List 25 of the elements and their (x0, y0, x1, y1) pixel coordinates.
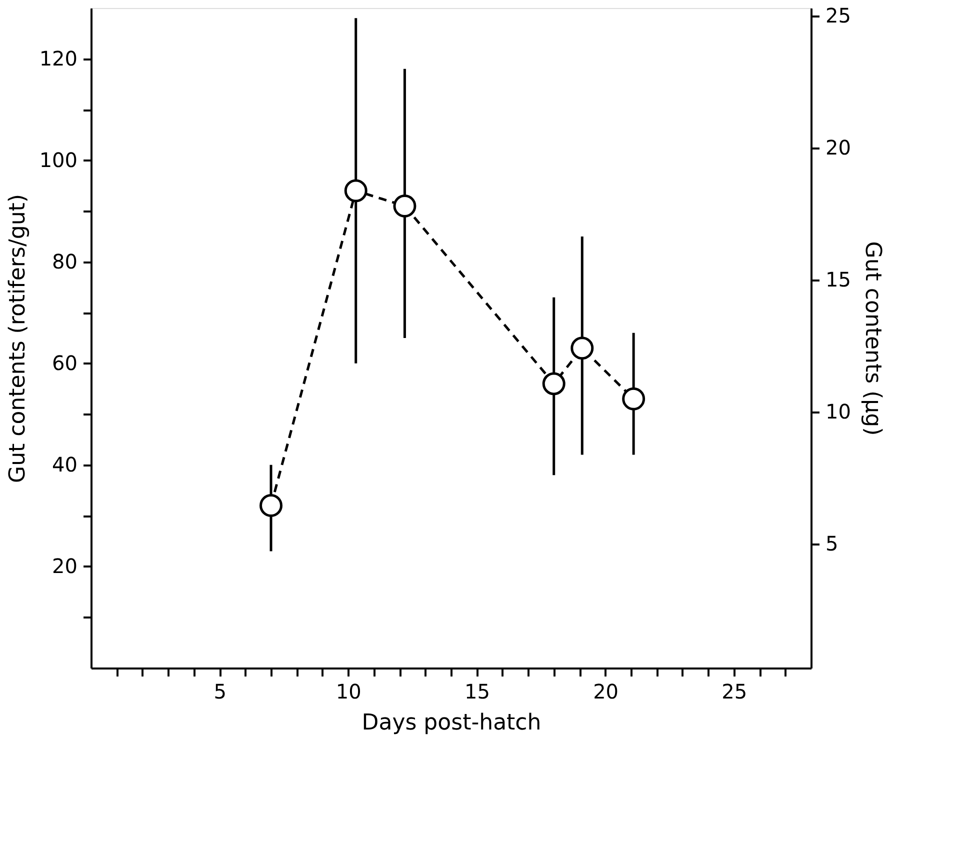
y2-axis-title: Gut contents (µg) (860, 241, 885, 436)
point (622, 387, 646, 410)
y-tick-label: 120 (39, 46, 78, 70)
y-tick-label: 40 (52, 452, 78, 476)
y-tick-label: 100 (39, 148, 78, 172)
y2-tick-label: 5 (826, 531, 838, 556)
y2-tick-label: 20 (826, 135, 851, 160)
point (260, 494, 282, 518)
point (570, 336, 594, 360)
x-axis-title: Days post-hatch (362, 710, 542, 736)
y2-tick-label: 15 (826, 267, 851, 292)
point (542, 372, 566, 396)
point (393, 194, 416, 218)
y-tick-label: 60 (52, 350, 78, 375)
y-axis-title: Gut contents (rotifers/gut) (5, 194, 30, 483)
y2-tick-label: 10 (826, 399, 851, 424)
x-tick-label: 15 (464, 680, 490, 704)
y2-tick-label: 25 (826, 3, 851, 28)
point (344, 179, 368, 202)
x-tick-label: 5 (214, 680, 226, 704)
x-tick-label: 25 (722, 680, 748, 704)
x-tick-label: 10 (336, 680, 362, 704)
x-tick-label: 20 (593, 680, 619, 704)
y-tick-label: 80 (52, 249, 78, 274)
y-tick-label: 20 (52, 554, 78, 578)
